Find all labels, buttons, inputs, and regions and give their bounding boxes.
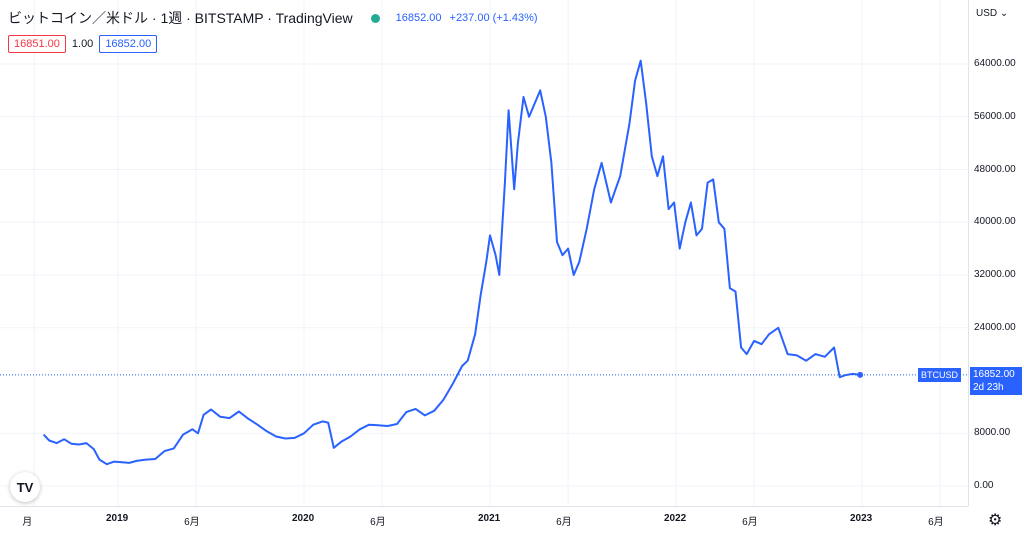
series-line [42, 59, 861, 466]
x-tick-label: 2020 [292, 513, 315, 524]
gear-icon[interactable]: ⚙ [988, 512, 1003, 529]
y-tick-label: 64000.00 [974, 58, 1016, 69]
market-status-icon [370, 13, 380, 23]
last-point-marker [857, 371, 864, 378]
x-tick-label: 2023 [850, 513, 873, 524]
spread-value: 1.00 [71, 38, 94, 50]
badge-countdown: 2d 23h [973, 382, 1004, 393]
x-tick-label: 2019 [106, 513, 129, 524]
x-tick-label: 月 [22, 517, 33, 528]
badge-price: 16852.00 [973, 369, 1015, 380]
chart-area[interactable] [0, 0, 968, 506]
symbol-badge: BTCUSD [918, 368, 962, 382]
x-tick-label: 6月 [184, 517, 200, 528]
symbol-header: ビットコイン／米ドル · 1週 · BITSTAMP · TradingView… [8, 8, 538, 28]
y-tick-label: 8000.00 [974, 427, 1011, 439]
symbol-title[interactable]: ビットコイン／米ドル · 1週 · BITSTAMP · TradingView [8, 10, 353, 26]
sell-button[interactable]: 16851.00 [8, 35, 66, 53]
x-tick-label: 6月 [928, 517, 944, 528]
x-tick-label: 6月 [742, 517, 758, 528]
price-chart[interactable] [0, 0, 968, 506]
x-tick-label: 6月 [556, 517, 572, 528]
y-tick-label: 24000.00 [974, 321, 1016, 333]
price-axis[interactable] [968, 0, 1024, 506]
buy-button[interactable]: 16852.00 [99, 35, 158, 53]
x-tick-label: 2022 [664, 513, 687, 524]
y-tick-label: 48000.00 [974, 163, 1016, 175]
order-panel: 16851.00 1.00 16852.00 [8, 35, 158, 53]
y-tick-label: 32000.00 [974, 269, 1016, 280]
x-tick-label: 2021 [478, 513, 501, 524]
currency-label: USD [976, 8, 998, 19]
last-price-badge: 16852.00 2d 23h [970, 367, 1022, 395]
x-tick-label: 6月 [370, 517, 386, 528]
last-price: 16852.00 [395, 12, 442, 24]
currency-selector[interactable]: USD ⌄ [976, 8, 1008, 19]
chevron-down-icon: ⌄ [999, 8, 1009, 19]
time-axis[interactable] [0, 506, 968, 535]
tradingview-logo-icon[interactable]: TV [10, 472, 40, 502]
price-change: +237.00 (+1.43%) [449, 12, 538, 24]
y-tick-label: 0.00 [974, 480, 994, 491]
y-tick-label: 40000.00 [974, 216, 1016, 228]
y-tick-label: 56000.00 [974, 110, 1016, 122]
